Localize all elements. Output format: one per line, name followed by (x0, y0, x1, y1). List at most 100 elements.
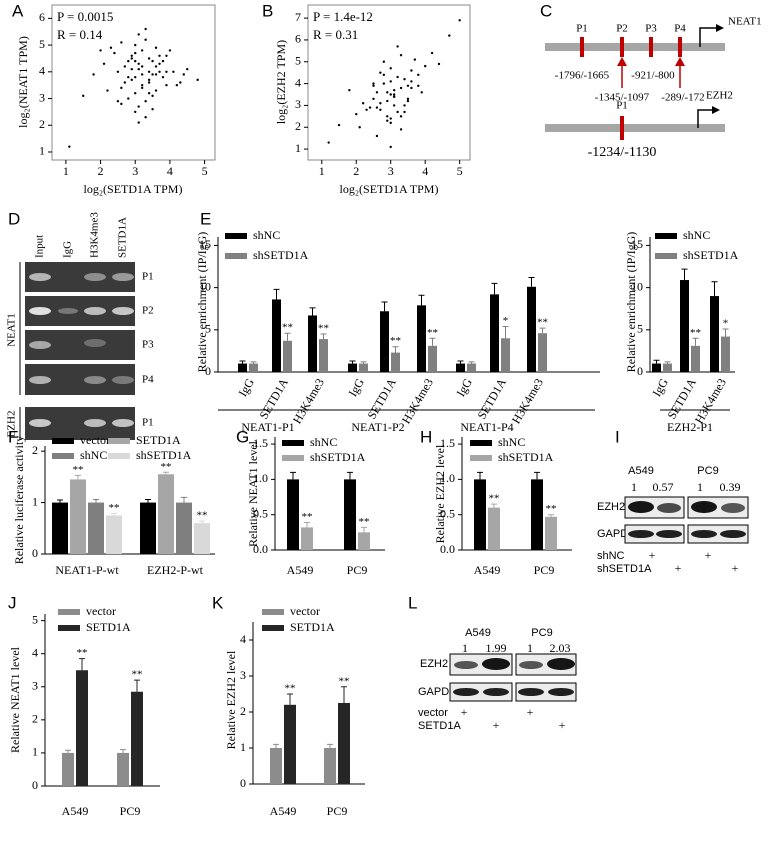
bar (70, 479, 86, 554)
y-tick-label: 3 (295, 97, 301, 111)
point (127, 75, 130, 79)
legend-label: shSETD1A (136, 448, 192, 462)
point (399, 115, 403, 118)
bar (194, 523, 210, 554)
point (423, 64, 427, 68)
bar (140, 502, 156, 554)
point (379, 108, 382, 111)
point (158, 54, 161, 57)
point (134, 91, 137, 95)
bar (501, 338, 510, 372)
blot-band (691, 530, 717, 538)
point (147, 81, 151, 84)
gel-band (84, 273, 106, 281)
point (399, 128, 403, 131)
legend-label: shNC (80, 448, 107, 462)
y-tick-label: 3 (240, 668, 246, 682)
bar (238, 363, 247, 372)
tss-arrow (699, 27, 716, 47)
y-tick-label: 2 (295, 119, 301, 133)
error-bar (360, 361, 367, 364)
point (430, 51, 434, 55)
panel-label: K (212, 593, 224, 612)
gel-band (29, 419, 51, 427)
pointer-head (675, 57, 685, 66)
y-tick-label: 5 (205, 322, 211, 336)
group-label: NEAT1-P1 (241, 420, 294, 434)
error-bar (273, 743, 279, 748)
y-tick-label: 4 (295, 75, 301, 89)
panel-label: I (615, 427, 620, 446)
error-bar (692, 337, 699, 346)
y-axis-label: Relative enrichment (IP/IgG) (195, 232, 209, 373)
point (144, 38, 147, 41)
point (413, 58, 417, 61)
plus-mark: + (493, 718, 500, 732)
point (147, 91, 151, 95)
bar (338, 703, 350, 784)
x-tick-label: IgG (346, 376, 368, 399)
point (389, 117, 392, 120)
legend-swatch (225, 253, 247, 259)
bar (308, 315, 317, 372)
coordinate-label: -921/-800 (631, 70, 675, 82)
point (147, 78, 151, 82)
point (137, 67, 140, 71)
significance-label: ** (285, 683, 296, 695)
pointer-head (617, 57, 627, 66)
point (120, 41, 123, 44)
y-tick-label: 5 (637, 322, 643, 336)
plus-mark: + (461, 705, 468, 719)
x-tick-label: 2 (98, 164, 104, 178)
point (396, 110, 399, 114)
point (161, 59, 165, 63)
y-tick-label: 6 (295, 32, 301, 46)
y-tick-label: 0 (32, 546, 38, 560)
error-bar (534, 471, 540, 480)
point (165, 54, 168, 57)
point (399, 86, 403, 90)
point (448, 34, 451, 37)
x-axis-label: log₂(SETD1A TPM) (84, 182, 183, 196)
lane-label: SETD1A (117, 217, 129, 258)
significance-label: ** (339, 675, 350, 687)
point (372, 97, 375, 101)
y-tick-label: 0 (637, 364, 643, 378)
point (406, 84, 410, 87)
point (123, 65, 127, 68)
point (123, 81, 127, 84)
point (172, 70, 175, 74)
annotation: R = 0.14 (57, 27, 103, 42)
point (410, 86, 413, 90)
bar (176, 502, 192, 554)
blot-band (720, 530, 746, 538)
blot-band (656, 530, 682, 538)
point (130, 54, 133, 57)
error-bar (664, 361, 671, 364)
point (403, 110, 406, 114)
legend-swatch (58, 625, 80, 631)
ratio-label: 1 (462, 641, 468, 655)
region-label: P2 (142, 305, 154, 317)
plus-mark: + (527, 705, 534, 719)
legend-swatch (52, 438, 74, 444)
x-tick-label: 4 (167, 164, 173, 178)
bar (380, 311, 389, 372)
tss-arrow (697, 109, 712, 128)
ratio-label: 1 (631, 480, 637, 494)
error-bar (653, 359, 660, 364)
point (348, 88, 351, 92)
error-bar (75, 474, 81, 480)
point (358, 126, 361, 129)
point (102, 62, 106, 65)
point (154, 65, 158, 68)
bar (88, 502, 104, 554)
legend-label: shSETD1A (310, 450, 366, 464)
legend-label: shNC (310, 435, 337, 449)
point (82, 94, 85, 98)
point (396, 75, 399, 79)
point (392, 88, 396, 92)
y-tick-label: 3 (39, 90, 45, 104)
bar (538, 333, 547, 372)
error-bar (327, 743, 333, 748)
